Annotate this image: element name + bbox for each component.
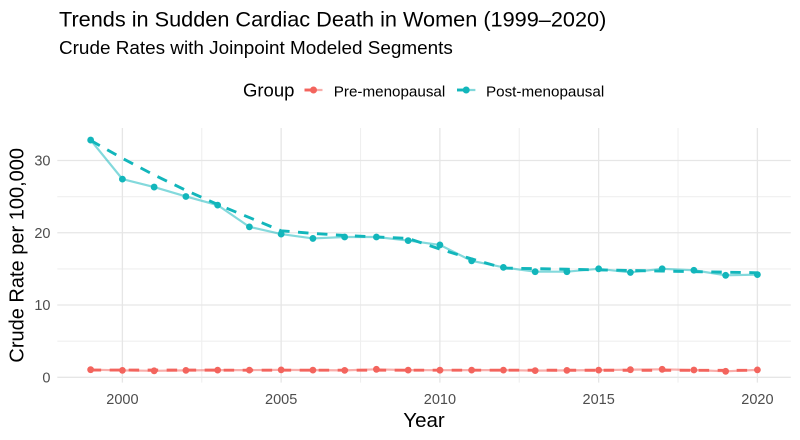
svg-text:Crude Rates with Joinpoint Mod: Crude Rates with Joinpoint Modeled Segme… (59, 38, 453, 59)
svg-text:2015: 2015 (583, 392, 615, 408)
svg-text:0: 0 (42, 370, 50, 386)
svg-text:Year: Year (403, 409, 445, 432)
svg-text:Crude Rate per 100,000: Crude Rate per 100,000 (7, 148, 29, 363)
svg-text:Post-menopausal: Post-menopausal (486, 84, 604, 101)
svg-text:2000: 2000 (106, 392, 138, 408)
svg-text:Pre-menopausal: Pre-menopausal (334, 84, 445, 101)
svg-text:Trends in Sudden Cardiac Death: Trends in Sudden Cardiac Death in Women … (59, 7, 606, 32)
svg-text:2020: 2020 (741, 392, 773, 408)
svg-text:Group: Group (243, 80, 294, 101)
svg-text:20: 20 (34, 226, 50, 242)
svg-text:10: 10 (34, 298, 50, 314)
svg-text:2010: 2010 (424, 392, 456, 408)
svg-text:2005: 2005 (265, 392, 297, 408)
svg-text:30: 30 (34, 154, 50, 170)
